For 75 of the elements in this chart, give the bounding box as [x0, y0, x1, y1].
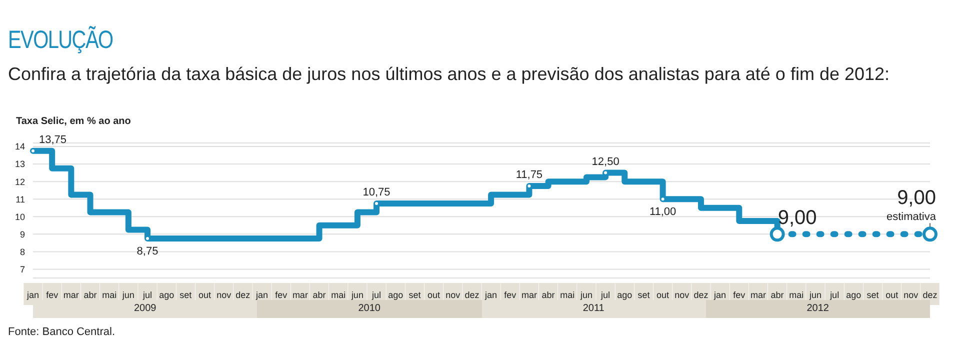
text: 2009 [33, 300, 258, 318]
source-note: Fonte: Banco Central. [8, 326, 116, 338]
y-tick-label: 13 [14, 159, 25, 170]
x-tick-label: nov [446, 290, 461, 300]
y-tick-label: 8 [20, 246, 25, 257]
chart-title: EVOLUÇÃO [8, 26, 113, 55]
x-tick-label: jun [121, 290, 134, 300]
x-tick-label: mai [102, 290, 117, 300]
x-tick-label: abr [312, 290, 326, 300]
x-tick-label: fev [504, 290, 517, 300]
data-label: 10,75 [362, 186, 390, 198]
x-tick-label: ago [388, 290, 404, 300]
x-tick-label: jun [579, 290, 592, 300]
text: 2010 [257, 300, 482, 318]
x-tick-label: jan [26, 290, 40, 300]
x-tick-label: jan [484, 290, 498, 300]
x-tick-label: abr [84, 290, 97, 300]
x-tick-label: mar [63, 290, 79, 300]
data-label: 11,00 [649, 206, 676, 218]
x-tick-label: nov [904, 290, 919, 300]
y-tick-label: 10 [14, 212, 25, 222]
x-tick-label: set [638, 290, 650, 300]
x-tick-label: nov [216, 290, 232, 300]
annotation: estimativa [886, 211, 937, 224]
point [922, 226, 938, 242]
y-tick-label: 12 [14, 176, 25, 187]
x-tick-label: ago [159, 290, 174, 300]
x-tick-label: jul [600, 290, 610, 300]
x-tick-label: abr [770, 290, 784, 300]
x-tick-label: set [180, 290, 192, 300]
data-label: 12,50 [592, 156, 620, 168]
data-label: 11,75 [516, 168, 543, 181]
x-tick-label: mai [560, 290, 575, 300]
x-tick-label: nov [674, 290, 690, 300]
x-tick-label: dez [922, 290, 938, 300]
y-tick-label: 14 [14, 142, 25, 152]
point [770, 226, 785, 242]
data-label: 9,00 [897, 187, 936, 210]
data-label: 8,75 [136, 246, 158, 258]
x-tick-label: fev [46, 290, 59, 300]
x-tick-label: mar [750, 290, 766, 300]
x-tick-label: set [408, 290, 422, 300]
x-tick-label: out [656, 290, 670, 300]
x-tick-label: mar [292, 290, 308, 300]
y-tick-label: 11 [16, 194, 25, 204]
y-tick-label: 9 [20, 229, 25, 240]
text: 2012 [706, 300, 930, 318]
x-tick-label: ago [617, 290, 632, 300]
x-tick-label: ago [846, 290, 862, 300]
data-label: 9,00 [778, 207, 817, 230]
text: 2011 [482, 300, 706, 318]
x-tick-label: mai [789, 290, 804, 300]
x-tick-label: jun [808, 290, 822, 300]
x-tick-label: jul [142, 290, 152, 300]
x-tick-label: mai [331, 290, 346, 300]
x-tick-label: out [886, 290, 899, 300]
x-tick-label: jul [371, 290, 382, 300]
x-tick-label: dez [694, 290, 709, 300]
x-tick-label: fev [733, 290, 746, 300]
y-tick-label: 7 [20, 264, 25, 274]
x-tick-label: dez [236, 290, 251, 300]
x-tick-label: set [866, 290, 880, 300]
x-tick-label: out [198, 290, 212, 300]
x-tick-label: jul [829, 290, 840, 300]
x-tick-label: jan [713, 290, 726, 300]
x-tick-label: mar [521, 290, 537, 300]
x-tick-label: fev [275, 290, 288, 300]
data-label: 13,75 [39, 134, 67, 146]
x-tick-label: abr [542, 290, 555, 300]
y-axis-title: Taxa Selic, em % ao ano [16, 116, 131, 127]
x-tick-label: out [428, 290, 441, 300]
x-tick-label: jan [255, 290, 268, 300]
x-tick-label: dez [464, 290, 480, 300]
x-tick-label: jun [350, 290, 364, 300]
chart-subtitle: Confira a trajetória da taxa básica de juros nos últimos anos e a previsão dos analistas para até o fim de 2012: [8, 64, 891, 85]
